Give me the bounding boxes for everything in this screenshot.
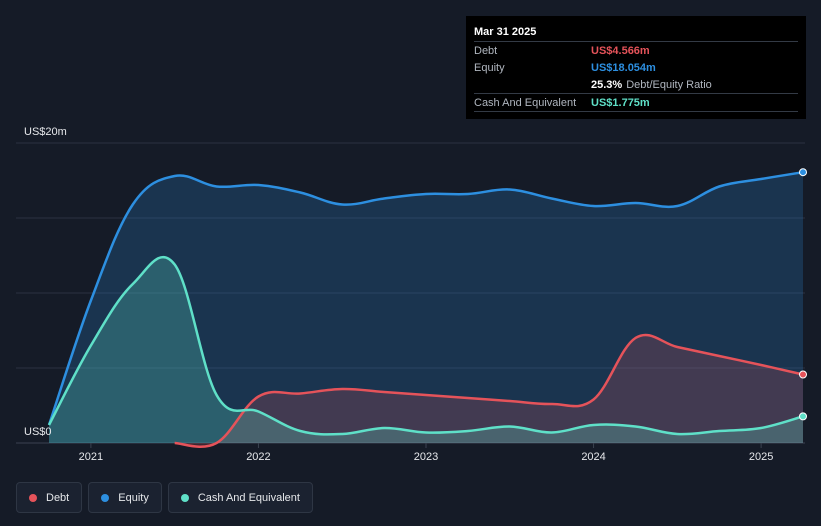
y-axis-bottom-label: US$0 (24, 426, 52, 438)
legend-label-cash: Cash And Equivalent (197, 491, 300, 504)
legend-item-debt[interactable]: Debt (16, 482, 83, 513)
legend-dot-equity (101, 493, 110, 502)
tooltip-row-equity: Equity US$18.054m (474, 59, 798, 76)
equity-line (47, 170, 804, 426)
debt-end-point (799, 370, 807, 379)
data-tooltip: Mar 31 2025 Debt US$4.566m Equity US$18.… (466, 16, 806, 119)
x-tick-label: 2025 (749, 451, 773, 463)
tooltip-cash-label: Cash And Equivalent (474, 96, 577, 109)
tooltip-ratio-label: Debt/Equity Ratio (626, 78, 712, 91)
tooltip-debt-value: US$4.566m (591, 44, 650, 57)
end-markers (799, 168, 807, 421)
grid-lines (16, 142, 805, 444)
cash-and-equivalent-area (49, 257, 803, 443)
cash-and-equivalent-line (47, 255, 804, 436)
cash-and-equivalent-end-point (799, 412, 807, 421)
tooltip-row-ratio: 25.3% Debt/Equity Ratio (474, 76, 798, 93)
debt-line (174, 333, 804, 448)
equity-end-point (799, 168, 807, 177)
tooltip-ratio-value: 25.3% (591, 78, 623, 91)
legend-dot-debt (29, 493, 37, 502)
x-tick-label: 2023 (414, 451, 438, 463)
x-axis-ticks: 2021 2022 2023 2024 2025 (79, 443, 773, 463)
tooltip-row-debt: Debt US$4.566m (474, 41, 798, 59)
x-tick-label: 2022 (246, 451, 270, 463)
equity-area (49, 172, 803, 443)
debt-area (174, 334, 803, 447)
series-lines (47, 170, 804, 448)
tooltip-equity-label: Equity (474, 61, 505, 74)
chart-area: US$20m US$0 2021 2022 2023 2024 2025 (16, 126, 807, 463)
x-tick-label: 2021 (79, 451, 103, 463)
legend-label-equity: Equity (118, 491, 149, 504)
tooltip-row-cash: Cash And Equivalent US$1.775m (474, 93, 798, 111)
legend-item-cash[interactable]: Cash And Equivalent (167, 482, 313, 513)
legend-label-debt: Debt (46, 491, 70, 504)
series-areas (49, 172, 803, 447)
tooltip-equity-value: US$18.054m (591, 61, 656, 74)
tooltip-cash-value: US$1.775m (591, 96, 650, 109)
tooltip-debt-label: Debt (474, 44, 498, 57)
tooltip-date: Mar 31 2025 (474, 26, 537, 38)
y-axis-top-label: US$20m (24, 126, 67, 138)
legend-item-equity[interactable]: Equity (88, 482, 162, 513)
legend-dot-cash (180, 493, 189, 502)
x-tick-label: 2024 (581, 451, 605, 463)
chart-legend: Debt Equity Cash And Equivalent (16, 482, 313, 513)
